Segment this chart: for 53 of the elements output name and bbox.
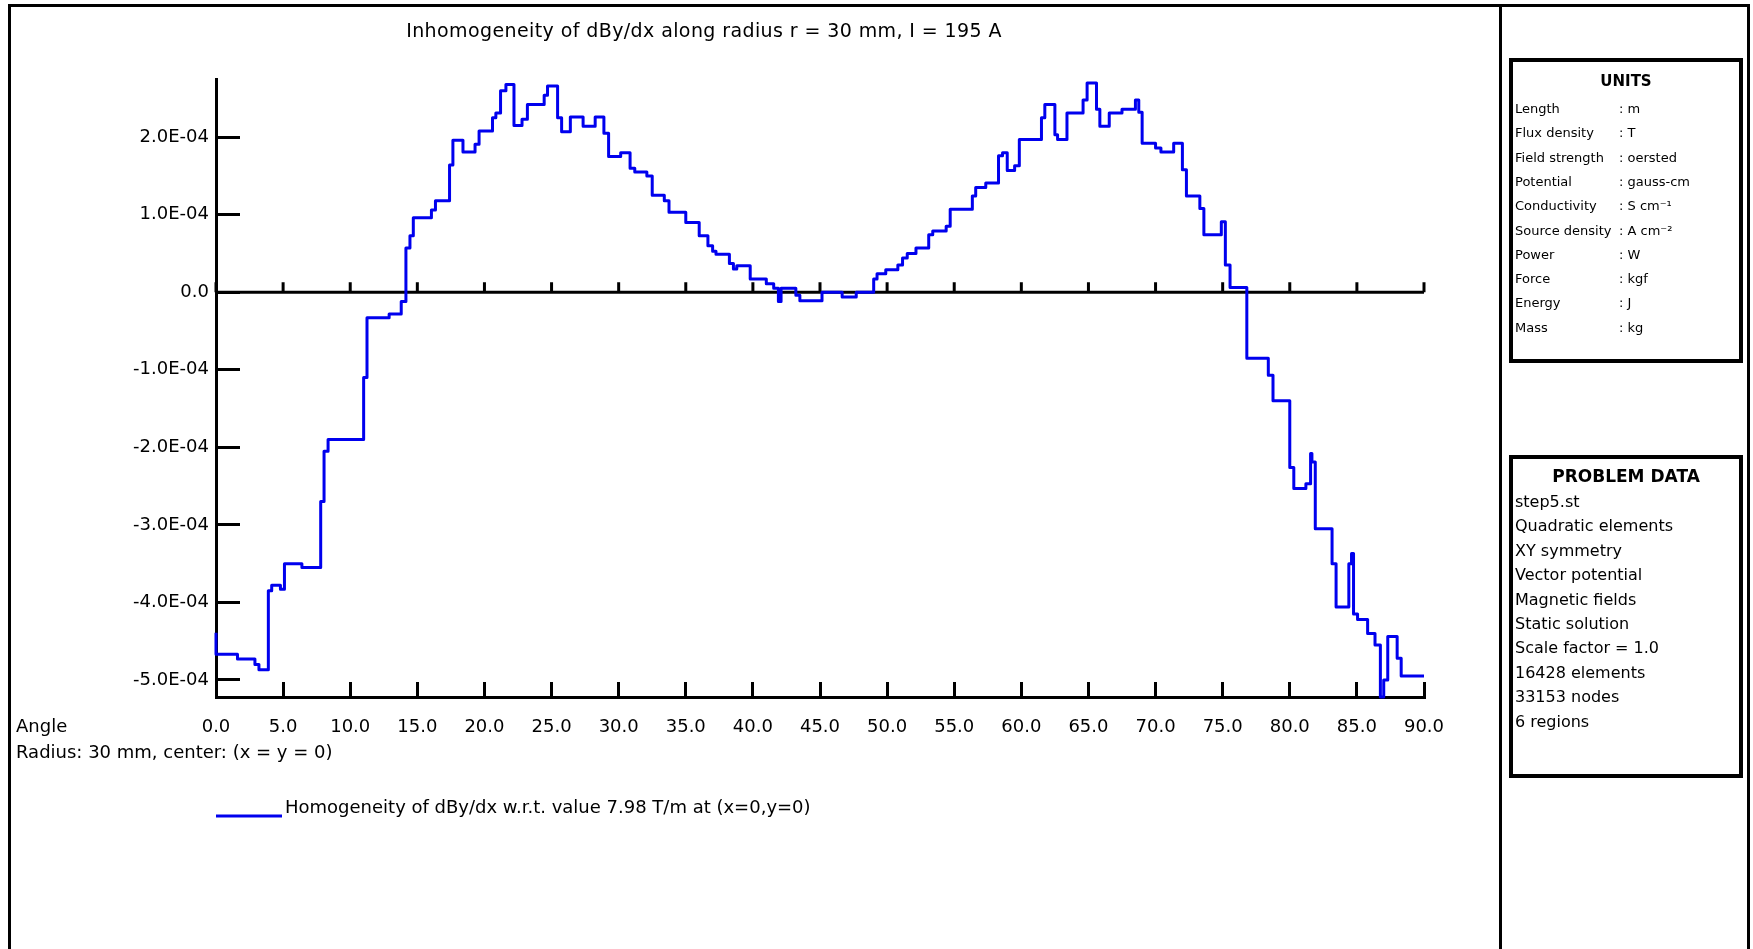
text: Radius: 30 mm, center: (x = y = 0) (16, 741, 333, 762)
y-tick-label: 2.0E-04 (139, 124, 209, 146)
x-tick-label: 25.0 (531, 715, 572, 737)
x-tick-label: 75.0 (1202, 715, 1243, 737)
y-tick-label: 0.0 (180, 279, 209, 301)
x-tick-label: 85.0 (1336, 715, 1377, 737)
x-tick-label: 50.0 (867, 715, 908, 737)
text: Power : W (1515, 246, 1641, 262)
text: Magnetic fields (1515, 589, 1637, 609)
x-tick-label: 35.0 (665, 715, 706, 737)
legend-label: Homogeneity of dBy/dx w.r.t. value 7.98 T/m at (x=0,y=0) (285, 796, 811, 817)
text: XY symmetry (1515, 540, 1622, 560)
text: 6 regions (1515, 711, 1590, 731)
source-note: Source density : A cm⁻² (1515, 222, 1673, 238)
y-tick-label: -4.0E-04 (133, 590, 209, 612)
x-tick-label: 20.0 (464, 715, 505, 737)
text: Energy : J (1515, 295, 1632, 311)
x-tick-label: 90.0 (1403, 715, 1445, 737)
x-tick-label: 65.0 (1068, 715, 1109, 737)
text: Static solution (1515, 614, 1630, 633)
x-tick-label: 45.0 (799, 715, 841, 737)
y-tick-label: -2.0E-04 (133, 434, 209, 456)
x-tick-label: 15.0 (397, 715, 438, 737)
x-tick-label: 10.0 (330, 715, 371, 737)
x-tick-label: 40.0 (732, 715, 773, 737)
x-tick-label: 30.0 (598, 715, 639, 737)
y-tick-label: -1.0E-04 (133, 357, 209, 379)
text: Length : m (1515, 101, 1641, 116)
text: 16428 elements (1515, 662, 1646, 682)
text: Quadratic elements (1515, 516, 1673, 536)
y-tick-label: 1.0E-04 (139, 202, 209, 224)
text: 33153 nodes (1515, 687, 1620, 707)
text: Scale factor = 1.0 (1515, 638, 1660, 658)
text: UNITS (1600, 72, 1652, 90)
x-tick-label: 5.0 (268, 715, 298, 737)
text: Mass : kg (1515, 319, 1644, 335)
text: Potential : gauss-cm (1515, 173, 1691, 189)
x-axis-title: Angle (16, 715, 68, 736)
text: Conductivity : S cm⁻¹ (1515, 198, 1672, 214)
chart-title: Inhomogeneity of dBy/dx along radius r = 30 mm, I = 195 A (406, 19, 1002, 41)
text: Force : kgf (1515, 271, 1648, 287)
x-tick-label: 60.0 (1001, 715, 1042, 737)
text: step5.st (1515, 492, 1580, 511)
x-tick-label: 55.0 (934, 715, 975, 737)
text: PROBLEM DATA (1552, 466, 1700, 486)
text: Field strength : oersted (1515, 149, 1677, 165)
x-tick-label: 0.0 (201, 715, 231, 737)
x-tick-label: 80.0 (1269, 715, 1310, 737)
y-tick-label: -3.0E-04 (133, 512, 209, 534)
text: Vector potential (1515, 565, 1643, 585)
x-tick-label: 70.0 (1135, 715, 1176, 737)
y-tick-label: -5.0E-04 (133, 667, 209, 689)
text: Flux density : T (1515, 125, 1636, 141)
